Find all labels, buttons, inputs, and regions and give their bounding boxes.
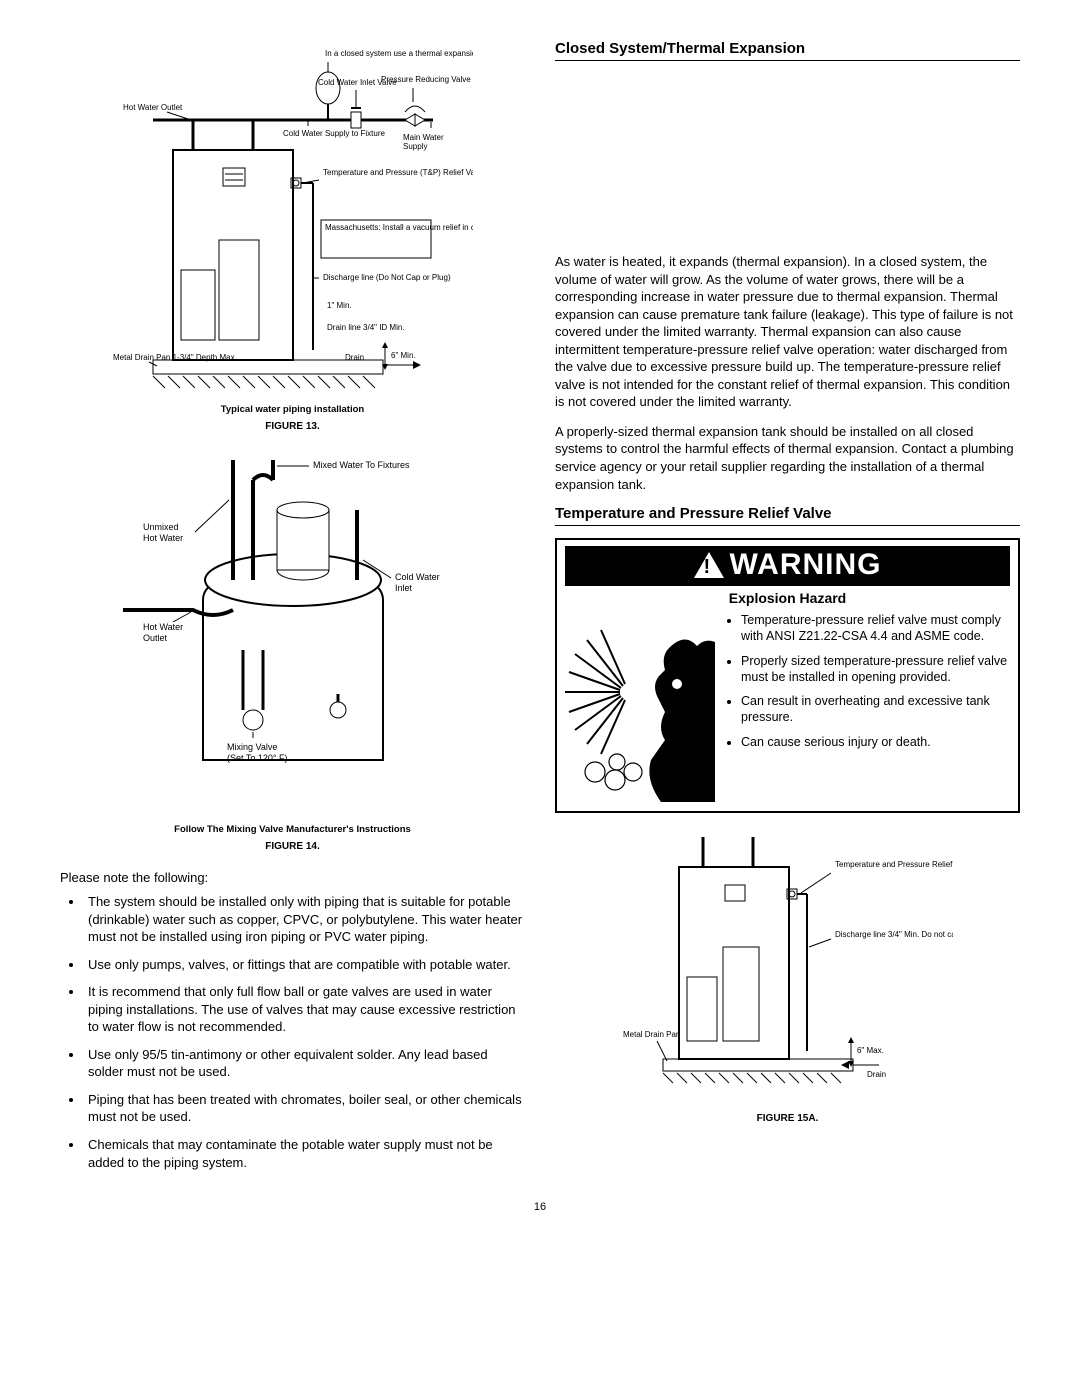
svg-text:Discharge line (Do Not Cap or: Discharge line (Do Not Cap or Plug) bbox=[323, 273, 451, 282]
figure-15a: Temperature and Pressure Relief Valve (T… bbox=[555, 827, 1020, 1124]
svg-text:Discharge line 3/4" Min. Do no: Discharge line 3/4" Min. Do not cap or p… bbox=[835, 930, 953, 939]
svg-text:Drain: Drain bbox=[345, 353, 364, 362]
figure-15a-label: FIGURE 15A. bbox=[555, 1113, 1020, 1124]
figure-13: In a closed system use a thermal expansi… bbox=[60, 40, 525, 432]
svg-text:Main WaterSupply: Main WaterSupply bbox=[403, 133, 444, 151]
svg-text:UnmixedHot Water: UnmixedHot Water bbox=[143, 522, 183, 543]
svg-text:Temperature and Pressure (T&P): Temperature and Pressure (T&P) Relief Va… bbox=[323, 168, 473, 177]
note-item: Use only 95/5 tin-antimony or other equi… bbox=[84, 1046, 525, 1081]
note-item: Piping that has been treated with chroma… bbox=[84, 1091, 525, 1126]
warning-bullet: Temperature-pressure relief valve must c… bbox=[741, 612, 1010, 645]
warning-box: WARNING Explosion Hazard bbox=[555, 538, 1020, 813]
svg-text:Hot Water Outlet: Hot Water Outlet bbox=[123, 103, 183, 112]
note-item: Use only pumps, valves, or fittings that… bbox=[84, 956, 525, 974]
figure-14-caption: Follow The Mixing Valve Manufacturer's I… bbox=[60, 824, 525, 835]
svg-text:Metal Drain Pan 1-3/4" Depth M: Metal Drain Pan 1-3/4" Depth Max. bbox=[113, 353, 237, 362]
section-1-heading: Closed System/Thermal Expansion bbox=[555, 40, 1020, 61]
warning-bullet: Can cause serious injury or death. bbox=[741, 734, 1010, 750]
svg-text:Drain line 3/4" ID Min.: Drain line 3/4" ID Min. bbox=[327, 323, 405, 332]
note-item: It is recommend that only full flow ball… bbox=[84, 983, 525, 1036]
svg-text:Hot WaterOutlet: Hot WaterOutlet bbox=[143, 622, 183, 643]
section-1-paragraph: As water is heated, it expands (thermal … bbox=[555, 253, 1020, 411]
explosion-graphic bbox=[565, 612, 715, 805]
svg-text:Drain: Drain bbox=[867, 1070, 886, 1079]
warning-banner: WARNING bbox=[565, 546, 1010, 586]
note-item: Chemicals that may contaminate the potab… bbox=[84, 1136, 525, 1171]
section-2-heading: Temperature and Pressure Relief Valve bbox=[555, 505, 1020, 526]
warning-bullet: Properly sized temperature-pressure reli… bbox=[741, 653, 1010, 686]
figure-13-label: FIGURE 13. bbox=[60, 421, 525, 432]
warning-triangle-icon bbox=[694, 552, 724, 578]
svg-text:Massachusetts: Install a vacuu: Massachusetts: Install a vacuum relief i… bbox=[325, 223, 473, 232]
svg-text:Pressure Reducing Valve with B: Pressure Reducing Valve with Bypass bbox=[381, 75, 473, 84]
figure-14-label: FIGURE 14. bbox=[60, 841, 525, 852]
svg-text:1" Min.: 1" Min. bbox=[327, 301, 352, 310]
figure-13-caption: Typical water piping installation bbox=[60, 404, 525, 415]
svg-text:6" Min.: 6" Min. bbox=[391, 351, 416, 360]
section-1-paragraph: A properly-sized thermal expansion tank … bbox=[555, 423, 1020, 493]
page-number: 16 bbox=[60, 1201, 1020, 1213]
svg-text:In a closed system use a therm: In a closed system use a thermal expansi… bbox=[325, 49, 473, 58]
svg-text:Temperature and Pressure Relie: Temperature and Pressure Relief Valve (T… bbox=[835, 860, 953, 869]
svg-text:Metal Drain Pan: Metal Drain Pan bbox=[623, 1030, 680, 1039]
figure-14: Mixed Water To Fixtures UnmixedHot Water… bbox=[60, 450, 525, 852]
svg-text:Cold WaterInlet: Cold WaterInlet bbox=[395, 572, 440, 593]
svg-text:6" Max.: 6" Max. bbox=[857, 1046, 884, 1055]
note-item: The system should be installed only with… bbox=[84, 893, 525, 946]
warning-bullet: Can result in overheating and excessive … bbox=[741, 693, 1010, 726]
notes-list: The system should be installed only with… bbox=[60, 893, 525, 1171]
warning-word: WARNING bbox=[730, 548, 882, 582]
warning-bullets: Temperature-pressure relief valve must c… bbox=[725, 612, 1010, 805]
notes-lead: Please note the following: bbox=[60, 870, 525, 885]
svg-text:Mixed Water To Fixtures: Mixed Water To Fixtures bbox=[313, 460, 410, 470]
hazard-title: Explosion Hazard bbox=[565, 590, 1010, 606]
svg-text:Cold Water Supply to Fixture: Cold Water Supply to Fixture bbox=[283, 129, 386, 138]
